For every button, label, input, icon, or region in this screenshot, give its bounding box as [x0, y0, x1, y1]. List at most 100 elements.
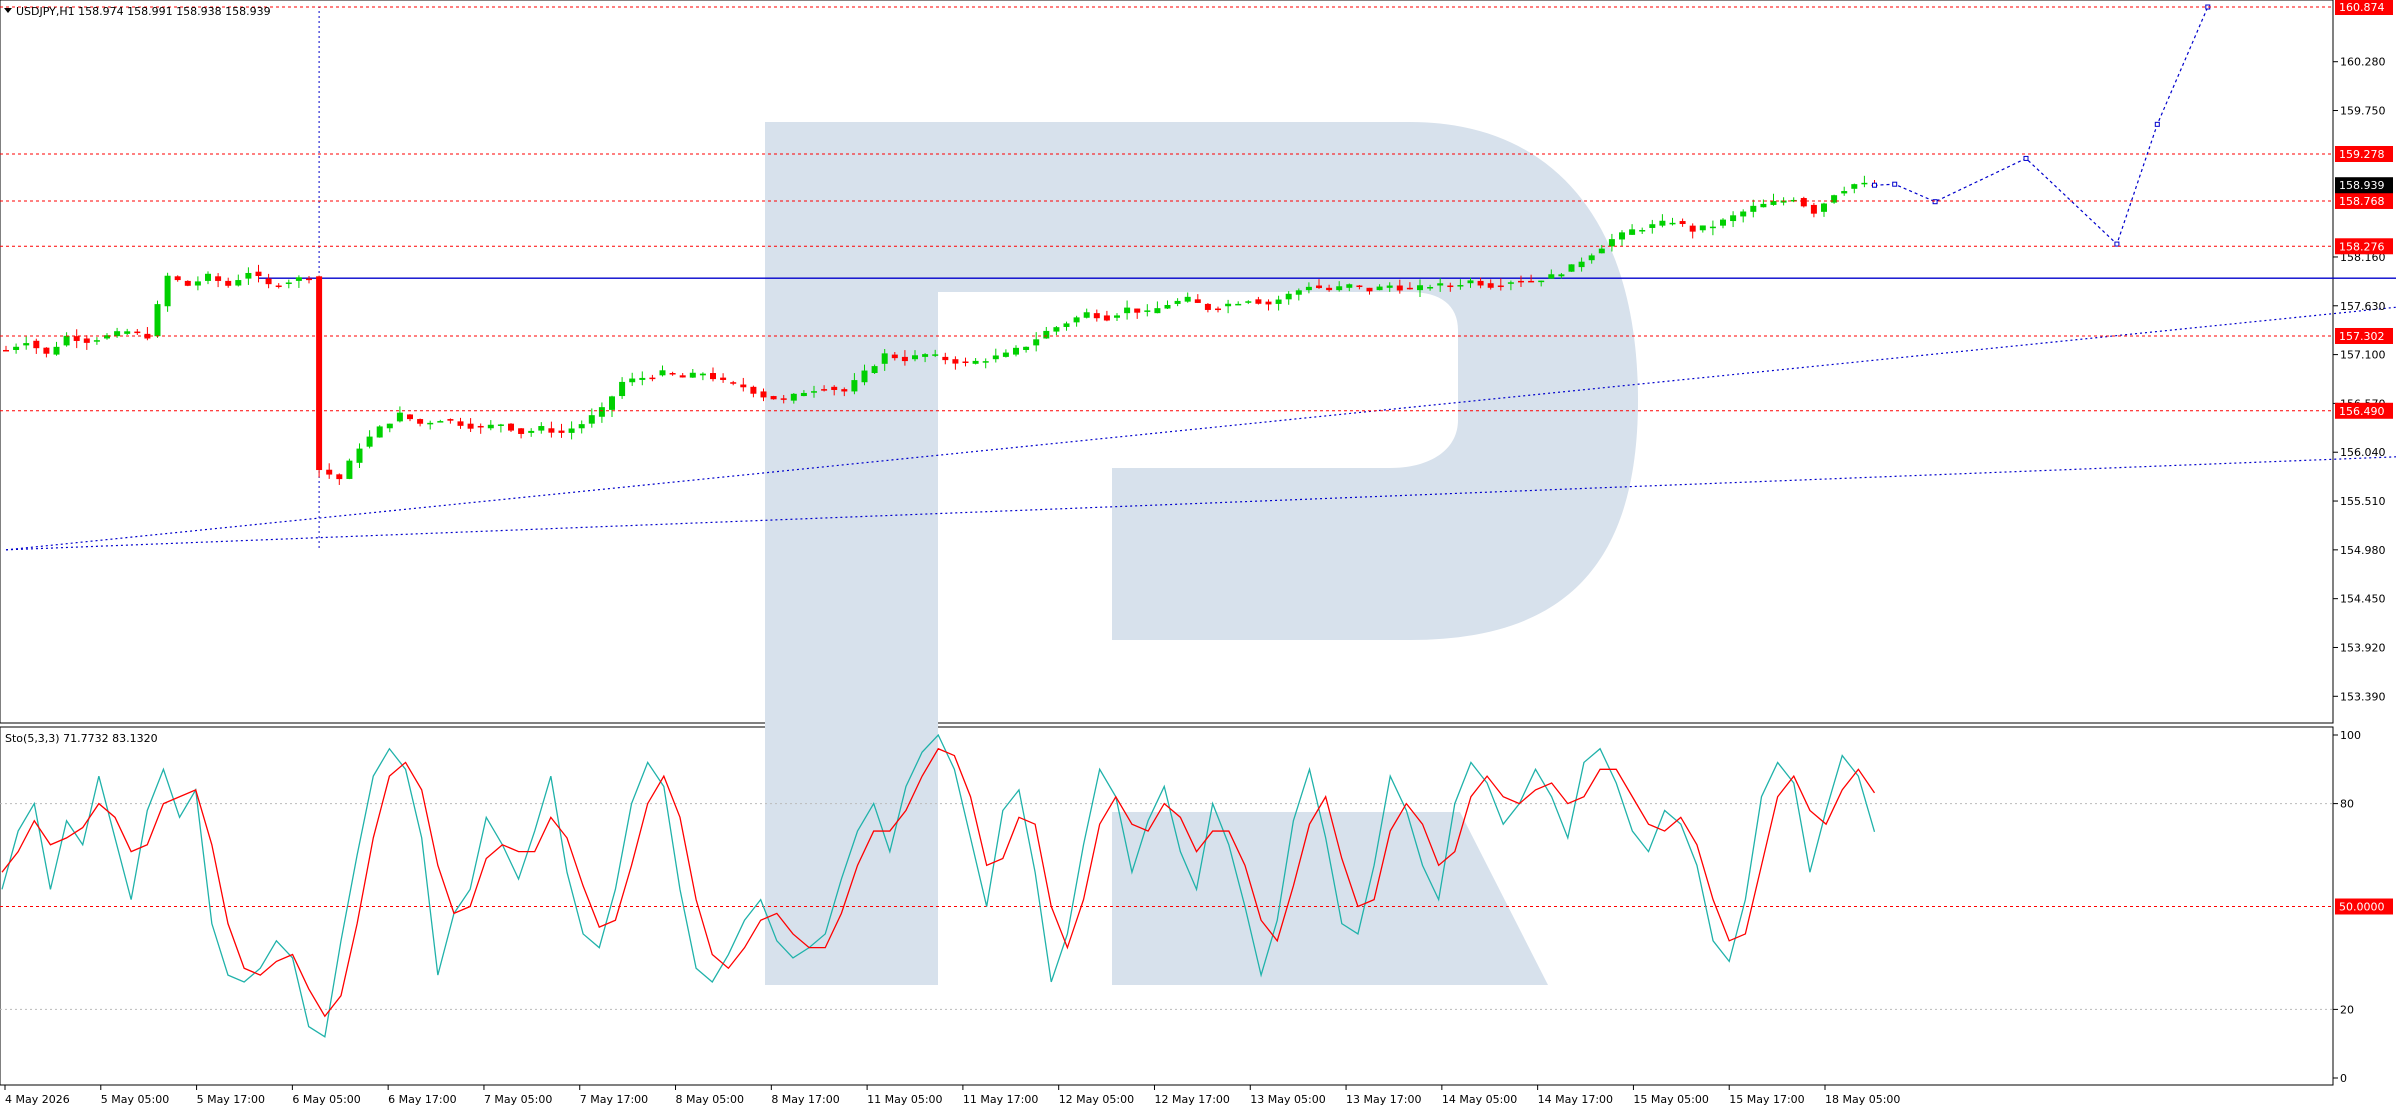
candle-body	[1154, 308, 1161, 314]
candle-body	[346, 460, 353, 479]
candle-body	[528, 430, 535, 433]
candle-body	[1316, 285, 1322, 289]
candle-body	[1821, 203, 1827, 212]
candle-body	[891, 354, 898, 359]
osc-tick-label: 80	[2340, 798, 2354, 811]
candle-body	[316, 276, 323, 471]
candle-body	[3, 349, 9, 352]
candle-body	[679, 375, 686, 378]
x-tick-label: 15 May 05:00	[1633, 1093, 1708, 1106]
candle-body	[13, 346, 20, 350]
candle-body	[386, 423, 393, 429]
candle-body	[306, 278, 312, 281]
candle-body	[245, 272, 252, 279]
candle-body	[508, 423, 514, 431]
candle-body	[1033, 339, 1040, 346]
candle-body	[851, 380, 858, 392]
x-tick-label: 6 May 17:00	[388, 1093, 456, 1106]
candle-body	[1810, 204, 1817, 214]
forecast-node[interactable]	[2114, 241, 2120, 247]
candle-body	[518, 428, 525, 434]
candle-body	[1376, 286, 1383, 291]
candle-body	[1800, 198, 1807, 207]
candle-body	[750, 386, 757, 394]
candle-body	[1285, 293, 1292, 300]
candle-body	[1861, 182, 1868, 185]
candle-body	[1790, 199, 1797, 202]
price-level-label: 158.768	[2339, 195, 2385, 208]
candle-body	[1326, 287, 1333, 291]
dropdown-arrow-icon[interactable]	[4, 8, 12, 13]
candle-body	[578, 424, 585, 429]
candle-body	[1114, 315, 1120, 318]
candle-body	[760, 391, 767, 398]
candle-body	[659, 370, 666, 376]
x-tick-label: 6 May 05:00	[292, 1093, 360, 1106]
osc-level-tag	[2335, 898, 2393, 915]
y-tick-label: 155.510	[2340, 495, 2386, 508]
candle-body	[982, 361, 989, 363]
candle-body	[1356, 285, 1363, 288]
candle-body	[265, 278, 272, 285]
y-tick-label: 156.040	[2340, 446, 2386, 459]
candle-body	[1184, 296, 1191, 302]
candle-body	[497, 424, 504, 426]
x-tick-label: 7 May 05:00	[484, 1093, 552, 1106]
candle-body	[1528, 280, 1535, 283]
candle-body	[457, 421, 464, 426]
candle-body	[1447, 285, 1454, 288]
y-tick-label: 160.280	[2340, 56, 2386, 69]
candle-body	[1194, 299, 1201, 303]
candle-body	[1204, 303, 1211, 310]
forecast-node[interactable]	[2154, 121, 2160, 127]
forecast-node[interactable]	[1872, 182, 1877, 188]
candle-body	[1023, 346, 1030, 350]
forecast-node[interactable]	[2023, 155, 2029, 161]
candle-body	[710, 373, 716, 380]
candle-body	[63, 335, 70, 346]
candle-body	[23, 343, 30, 346]
price-level-label: 156.490	[2339, 405, 2385, 418]
candle-body	[1831, 195, 1838, 203]
candle-body	[1851, 184, 1858, 189]
candle-body	[1103, 315, 1110, 321]
candle-body	[275, 285, 282, 288]
candle-body	[174, 276, 181, 281]
candle-body	[1427, 287, 1434, 289]
candle-body	[1780, 200, 1787, 203]
price-level-tag	[2335, 238, 2393, 255]
forecast-node[interactable]	[1932, 199, 1938, 205]
candle-body	[1295, 290, 1302, 295]
trend-line-support-upper[interactable]	[5, 305, 2396, 551]
osc-tick-label: 20	[2340, 1003, 2354, 1016]
candle-body	[790, 393, 797, 401]
candle-body	[134, 331, 141, 334]
candle-body	[1002, 352, 1009, 357]
candle-body	[699, 373, 706, 376]
candle-body	[1760, 203, 1767, 208]
candle-body	[124, 331, 131, 334]
candle-body	[1709, 226, 1716, 229]
candle-body	[1689, 225, 1696, 232]
candle-body	[1477, 280, 1484, 286]
candle-body	[568, 428, 575, 433]
candle-body	[1406, 287, 1413, 290]
candle-body	[1629, 229, 1636, 235]
forecast-node[interactable]	[1892, 181, 1898, 187]
candle-body	[639, 377, 646, 380]
current-price-tag	[2335, 177, 2393, 194]
x-tick-label: 8 May 05:00	[676, 1093, 744, 1106]
candle-body	[1437, 283, 1444, 286]
candle-body	[831, 386, 838, 390]
candle-body	[1518, 280, 1524, 283]
y-tick-label: 157.100	[2340, 349, 2386, 362]
candle-body	[285, 282, 292, 284]
candle-body	[1538, 280, 1545, 283]
candle-body	[558, 430, 565, 433]
x-tick-label: 13 May 17:00	[1346, 1093, 1421, 1106]
candle-body	[932, 354, 939, 356]
candle-body	[669, 373, 676, 375]
osc-level-label: 50.0000	[2339, 901, 2385, 914]
candle-body	[1093, 313, 1100, 319]
